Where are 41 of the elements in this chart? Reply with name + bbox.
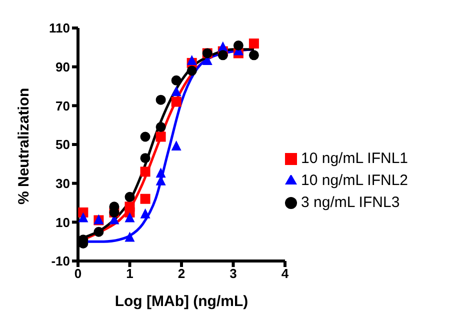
x-axis-title: Log [MAb] (ng/mL)	[114, 293, 248, 310]
x-tick-label: 3	[230, 266, 237, 282]
y-tick-label: 110	[49, 20, 70, 36]
y-tick-label: -10	[51, 254, 70, 269]
point	[140, 153, 150, 164]
point	[171, 75, 182, 86]
x-tick-label: 4	[281, 266, 290, 282]
y-tick-label: 90	[56, 59, 70, 74]
x-tick-label: 2	[178, 266, 186, 282]
point	[171, 86, 182, 96]
point	[156, 94, 166, 105]
point	[140, 194, 150, 204]
point	[124, 232, 135, 242]
legend-label: 10 ng/mL IFNL1	[301, 150, 408, 167]
y-tick-label: 10	[56, 214, 70, 230]
y-tick-label: 50	[56, 137, 70, 152]
point	[171, 96, 182, 107]
point	[140, 166, 150, 177]
legend-label: 10 ng/mL IFNL2	[301, 172, 408, 189]
point	[248, 38, 259, 49]
point	[78, 212, 88, 222]
point	[156, 132, 166, 142]
point	[140, 208, 150, 218]
x-tick-label: 1	[126, 266, 134, 282]
y-tick-label: 70	[56, 98, 70, 114]
point	[171, 140, 182, 150]
point	[186, 66, 197, 76]
point	[233, 40, 244, 50]
point	[186, 55, 197, 66]
y-axis-title: % Neutralization	[15, 88, 32, 204]
y-tick-label: 30	[56, 176, 70, 191]
point	[124, 212, 135, 222]
point	[156, 122, 166, 132]
point	[248, 50, 259, 60]
point	[140, 132, 150, 142]
x-tick-label: 0	[74, 266, 82, 282]
point	[156, 168, 166, 178]
point	[124, 192, 135, 202]
legend-label: 3 ng/mL IFNL3	[301, 194, 400, 211]
point	[94, 226, 104, 237]
point	[218, 50, 228, 60]
